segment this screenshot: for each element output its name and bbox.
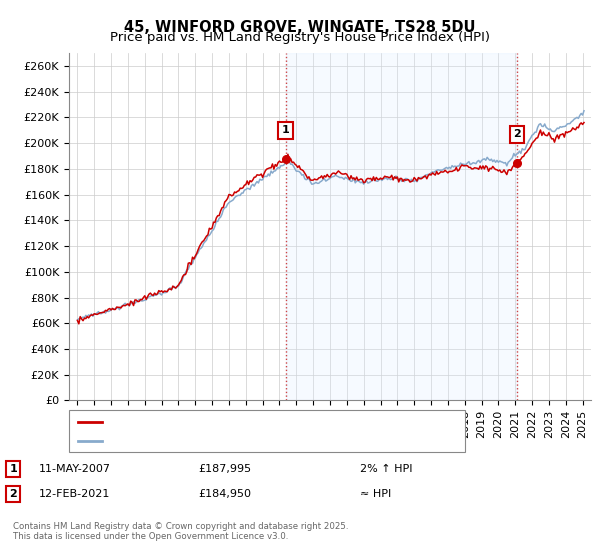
Text: HPI: Average price, detached house, County Durham: HPI: Average price, detached house, Coun… [106, 436, 382, 446]
Text: ≈ HPI: ≈ HPI [360, 489, 391, 499]
Text: 1: 1 [10, 464, 17, 474]
Text: 45, WINFORD GROVE, WINGATE, TS28 5DU: 45, WINFORD GROVE, WINGATE, TS28 5DU [124, 20, 476, 35]
Text: 11-MAY-2007: 11-MAY-2007 [39, 464, 111, 474]
Text: £187,995: £187,995 [198, 464, 251, 474]
Text: 45, WINFORD GROVE, WINGATE, TS28 5DU (detached house): 45, WINFORD GROVE, WINGATE, TS28 5DU (de… [106, 417, 424, 427]
Text: 2: 2 [514, 129, 521, 139]
Text: Price paid vs. HM Land Registry's House Price Index (HPI): Price paid vs. HM Land Registry's House … [110, 31, 490, 44]
Text: 1: 1 [281, 125, 289, 136]
Text: £184,950: £184,950 [198, 489, 251, 499]
Bar [286, 53, 517, 400]
Text: 2: 2 [10, 489, 17, 499]
Text: 12-FEB-2021: 12-FEB-2021 [39, 489, 110, 499]
Text: Contains HM Land Registry data © Crown copyright and database right 2025.
This d: Contains HM Land Registry data © Crown c… [13, 522, 349, 542]
Text: 2% ↑ HPI: 2% ↑ HPI [360, 464, 413, 474]
